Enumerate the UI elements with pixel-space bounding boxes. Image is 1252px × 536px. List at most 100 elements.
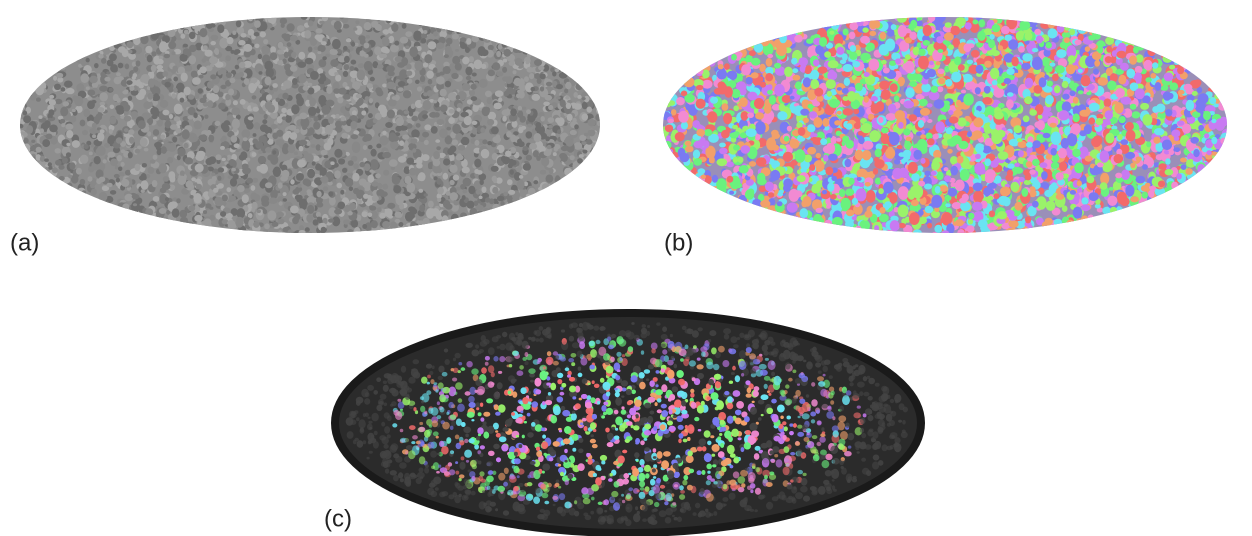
cell [299,225,305,232]
cell [495,177,503,184]
cell [416,157,423,165]
cell [496,195,505,202]
cell [267,132,272,139]
cell [440,104,448,113]
cell [1088,117,1096,125]
cell [455,94,461,100]
cell [320,149,328,156]
cell [472,104,480,112]
cell [454,62,462,71]
cell [509,169,514,175]
cell [177,147,186,157]
cell [363,53,369,58]
cell [1041,221,1050,230]
cell [180,72,188,82]
cell [554,176,561,184]
cell [307,82,313,87]
cell [529,73,535,80]
cell [89,128,98,135]
cell [97,132,105,142]
cell [849,45,857,52]
cell [202,45,208,50]
cell [573,103,582,110]
cell [442,66,452,74]
cell [262,119,268,125]
cell [156,58,164,65]
cell [350,155,358,162]
cell [943,167,949,172]
cell [359,50,366,57]
cell [282,92,289,100]
cell [586,99,594,109]
cell [90,182,95,189]
cell [219,67,227,75]
cell [300,17,308,20]
cell [363,42,370,49]
cell [862,140,874,150]
cell [167,156,174,164]
cell [394,40,400,46]
cell [295,93,302,101]
cell [49,94,55,99]
cell [99,92,108,102]
cell [127,95,133,101]
cell [141,112,151,120]
cell [596,106,600,115]
cell [518,126,524,134]
cell [193,112,198,119]
cell [87,89,96,96]
cell [39,128,45,134]
cell [239,61,246,69]
cell [256,165,262,172]
cell [254,63,264,74]
cell [283,80,293,89]
cell [337,96,344,104]
cell [370,220,378,229]
cell [531,93,541,101]
cell [97,161,106,172]
cell [379,212,386,219]
cell [463,116,472,126]
cell [665,146,676,157]
cell [199,97,207,104]
cell [193,120,202,130]
cell [581,101,588,110]
cell [500,155,507,162]
cell [436,119,445,126]
cell [507,195,514,205]
cell [970,49,980,58]
cell [441,27,446,32]
cell [135,60,141,67]
cell [221,157,226,162]
cell [1029,169,1036,175]
cell [304,227,310,232]
cell [1105,36,1115,46]
cell [179,209,188,219]
cell [427,41,437,50]
cell [345,103,351,109]
cell [462,177,472,187]
cell [544,94,553,101]
cell [328,116,334,124]
cell [278,201,283,206]
cell [786,202,798,213]
cell [879,31,887,40]
cell [173,48,182,55]
cell [455,133,463,141]
cell [874,89,882,97]
cell [251,95,257,100]
cell [122,203,130,210]
cell [229,178,238,187]
cell [581,141,587,146]
cell [342,81,348,88]
cell [579,134,587,141]
cell [267,104,276,113]
cell [38,115,43,119]
cell [385,17,392,24]
cell [423,139,429,146]
cell [29,91,37,101]
cell [285,114,292,123]
cell [470,83,477,90]
cell [66,142,71,147]
